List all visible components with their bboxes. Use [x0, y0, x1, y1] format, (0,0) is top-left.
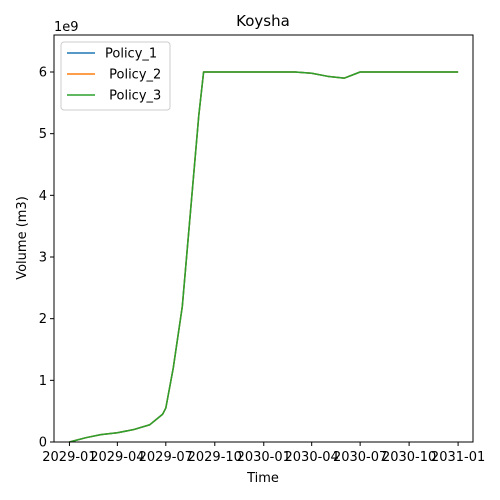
y-tick-label: 1	[39, 374, 47, 389]
x-axis-ticks: 2029-012029-042029-072029-102030-012030-…	[42, 442, 485, 465]
legend: Policy_1 Policy_2 Policy_3	[60, 41, 171, 111]
y-tick-label: 2	[39, 312, 47, 327]
y-tick-label: 6	[39, 66, 47, 81]
x-tick-label: 2031-01	[431, 450, 485, 465]
x-tick-label: 2030-01	[237, 450, 291, 465]
y-offset-label: 1e9	[54, 20, 79, 35]
plot-frame	[53, 34, 474, 443]
y-tick-label: 0	[39, 436, 47, 451]
x-tick-label: 2030-10	[382, 450, 436, 465]
y-axis-ticks: 0 1 2 3 4 5 6	[39, 66, 54, 451]
x-tick-label: 2030-07	[333, 450, 387, 465]
x-tick-label: 2030-04	[285, 450, 339, 465]
legend-label-3: Policy_3	[105, 89, 161, 104]
y-axis-title: Volume (m3)	[15, 196, 30, 280]
chart-title: Koysha	[236, 12, 290, 30]
y-tick-label: 4	[39, 189, 47, 204]
legend-label-1: Policy_1	[105, 47, 157, 62]
x-tick-label: 2029-01	[42, 450, 96, 465]
legend-label-2: Policy_2	[105, 68, 161, 83]
legend-box	[60, 41, 171, 111]
x-axis-title: Time	[246, 471, 279, 486]
y-tick-label: 5	[39, 127, 47, 142]
y-tick-label: 3	[39, 251, 47, 266]
x-tick-label: 2029-10	[188, 450, 242, 465]
x-tick-label: 2029-04	[90, 450, 144, 465]
plot-lines	[69, 71, 459, 443]
x-tick-label: 2029-07	[139, 450, 193, 465]
series-line-3	[69, 71, 459, 443]
